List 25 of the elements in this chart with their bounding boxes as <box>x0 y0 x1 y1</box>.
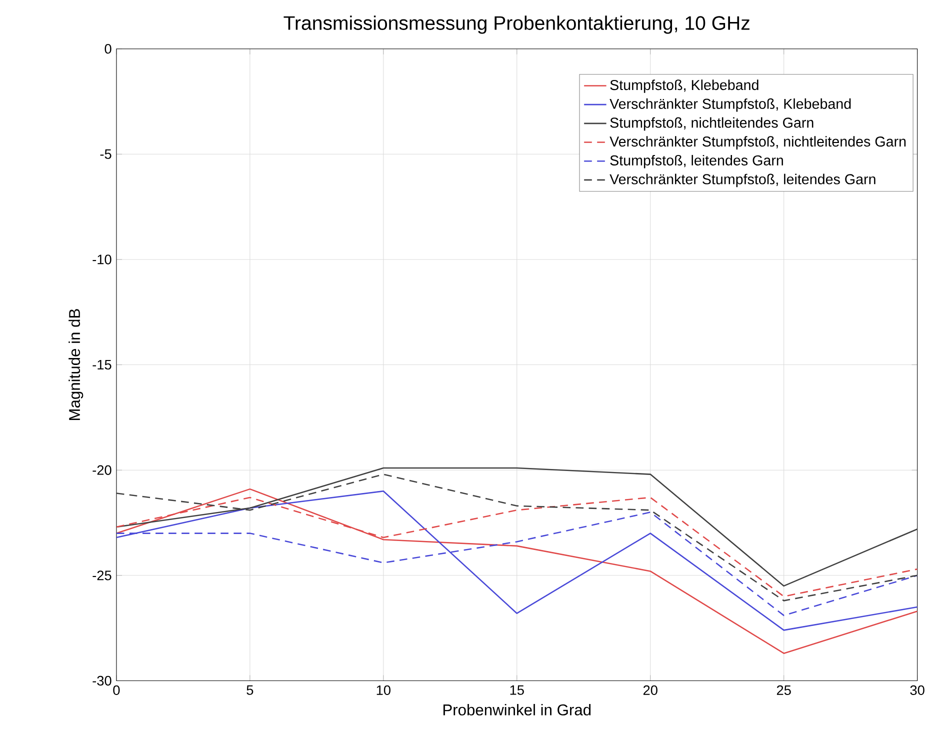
y-axis-title: Magnitude in dB <box>68 309 84 420</box>
x-tick-label: 10 <box>376 685 390 696</box>
legend-label: Verschränkter Stumpfstoß, leitendes Garn <box>610 174 876 188</box>
legend-label: Verschränkter Stumpfstoß, Klebeband <box>610 98 851 112</box>
x-tick-label: 20 <box>643 685 658 696</box>
x-tick-label: 25 <box>776 685 791 696</box>
line-series <box>116 488 918 654</box>
y-tick-label: -15 <box>92 360 112 370</box>
line-series <box>116 490 918 631</box>
y-tick-label: -30 <box>92 676 112 686</box>
legend-label: Stumpfstoß, leitendes Garn <box>610 154 783 168</box>
legend-label: Stumpfstoß, Klebeband <box>610 80 758 93</box>
x-tick-label: 0 <box>113 685 120 696</box>
x-axis-title: Probenwinkel in Grad <box>443 704 591 716</box>
y-tick-label: -20 <box>92 465 112 475</box>
chart-title: Transmissionsmessung Probenkontaktierung, 10 GHz <box>284 16 750 34</box>
legend-label: Stumpfstoß, nichtleitendes Garn <box>610 117 814 131</box>
y-tick-label: -10 <box>92 254 112 264</box>
legend-label: Verschränkter Stumpfstoß, nichtleitendes Garn <box>610 136 906 150</box>
y-tick-label: -5 <box>100 149 112 159</box>
x-tick-label: 30 <box>910 685 924 696</box>
y-tick-label: 0 <box>104 44 112 54</box>
x-tick-label: 15 <box>510 685 524 695</box>
x-tick-label: 5 <box>246 685 254 695</box>
y-tick-label: -25 <box>92 570 112 580</box>
